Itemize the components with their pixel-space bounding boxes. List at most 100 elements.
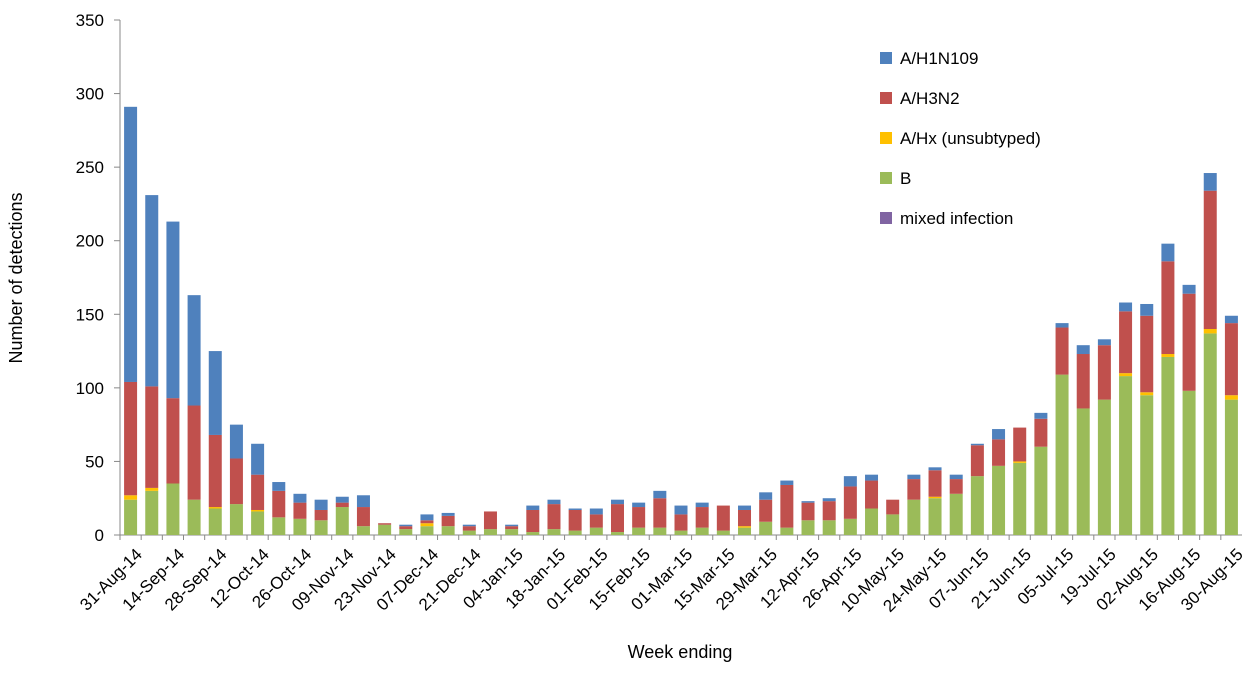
x-axis-title: Week ending bbox=[628, 642, 733, 662]
bar-segment bbox=[1140, 303, 1154, 316]
bar-segment bbox=[674, 530, 688, 535]
bar-segment bbox=[229, 458, 243, 505]
bar-segment bbox=[462, 526, 476, 531]
bar-segment bbox=[610, 499, 624, 505]
legend-label: mixed infection bbox=[900, 209, 1013, 228]
bar-segment bbox=[632, 502, 646, 508]
y-tick-label: 0 bbox=[95, 526, 104, 545]
bar-segment bbox=[653, 498, 667, 528]
bar-segment bbox=[314, 499, 328, 510]
bar-segment bbox=[1076, 354, 1090, 409]
bar-segment bbox=[1161, 243, 1175, 262]
bar-segment bbox=[738, 505, 752, 510]
bar-segment bbox=[187, 405, 201, 500]
bar-segment bbox=[822, 501, 836, 521]
bar-segment bbox=[272, 490, 286, 518]
bar-segment bbox=[1119, 302, 1133, 312]
bar-segment bbox=[208, 507, 222, 509]
bar-segment bbox=[759, 499, 773, 522]
bar-segment bbox=[335, 502, 349, 508]
bar-segment bbox=[272, 517, 286, 535]
bar-segment bbox=[166, 398, 180, 484]
bar-segment bbox=[166, 221, 180, 399]
bar-segment bbox=[928, 496, 942, 499]
bar-segment bbox=[441, 515, 455, 527]
bar-segment bbox=[780, 527, 794, 535]
bar-segment bbox=[1140, 315, 1154, 393]
bar-segment bbox=[293, 502, 307, 519]
bar-segment bbox=[886, 514, 900, 535]
bar-segment bbox=[589, 527, 603, 535]
bar-segment bbox=[526, 509, 540, 533]
bar-segment bbox=[1203, 173, 1217, 191]
bar-segment bbox=[145, 386, 159, 488]
bar-segment bbox=[992, 439, 1006, 466]
bar-segment bbox=[187, 499, 201, 535]
y-tick-label: 200 bbox=[76, 232, 104, 251]
bar-segment bbox=[759, 492, 773, 500]
bar-segment bbox=[335, 507, 349, 535]
bar-segment bbox=[1224, 315, 1238, 324]
bar-segment bbox=[420, 520, 434, 524]
bar-segment bbox=[674, 514, 688, 531]
bar-segment bbox=[1055, 374, 1069, 535]
bar-segment bbox=[1140, 395, 1154, 535]
bar-segment bbox=[547, 499, 561, 505]
bar-segment bbox=[399, 529, 413, 535]
bar-segment bbox=[1013, 461, 1027, 463]
bar-segment bbox=[1203, 190, 1217, 329]
bar-segment bbox=[547, 504, 561, 530]
bar-segment bbox=[949, 474, 963, 480]
bar-segment bbox=[1161, 354, 1175, 357]
bar-segment bbox=[1203, 333, 1217, 535]
bar-segment bbox=[420, 526, 434, 535]
bar-segment bbox=[1182, 284, 1196, 294]
y-tick-label: 150 bbox=[76, 305, 104, 324]
bar-segment bbox=[356, 507, 370, 527]
bar-segment bbox=[420, 514, 434, 521]
bar-segment bbox=[251, 511, 265, 535]
bar-segment bbox=[738, 526, 752, 528]
legend-label: B bbox=[900, 169, 911, 188]
bar-segment bbox=[843, 518, 857, 535]
bar-segment bbox=[949, 493, 963, 535]
bar-segment bbox=[399, 526, 413, 530]
bar-segment bbox=[928, 467, 942, 471]
bar-segment bbox=[589, 514, 603, 528]
bar-segment bbox=[568, 530, 582, 535]
bar-segment bbox=[610, 504, 624, 533]
bar-segment bbox=[1097, 345, 1111, 400]
bar-segment bbox=[229, 424, 243, 459]
bar-segment bbox=[716, 505, 730, 531]
bar-segment bbox=[335, 496, 349, 503]
bar-segment bbox=[1034, 446, 1048, 535]
bar-segment bbox=[441, 526, 455, 535]
bar-segment bbox=[928, 498, 942, 535]
bar-segment bbox=[1055, 323, 1069, 328]
bar-segment bbox=[865, 480, 879, 509]
bar-segment bbox=[1119, 311, 1133, 374]
bar-segment bbox=[738, 527, 752, 535]
bar-segment bbox=[145, 487, 159, 491]
bar-segment bbox=[505, 524, 519, 527]
bar-segment bbox=[992, 465, 1006, 535]
bar-segment bbox=[378, 524, 392, 535]
bar-segment bbox=[208, 508, 222, 535]
bar-segment bbox=[378, 523, 392, 525]
bar-segment bbox=[145, 195, 159, 387]
bar-segment bbox=[356, 526, 370, 535]
bar-segment bbox=[1182, 293, 1196, 391]
bar-segment bbox=[441, 512, 455, 516]
bar-segment bbox=[1034, 418, 1048, 447]
bar-segment bbox=[293, 518, 307, 535]
bar-segment bbox=[865, 508, 879, 535]
bar-segment bbox=[801, 502, 815, 521]
bar-segment bbox=[229, 504, 243, 535]
bar-segment bbox=[843, 486, 857, 519]
bar-segment bbox=[907, 474, 921, 480]
bar-segment bbox=[907, 499, 921, 535]
bar-segment bbox=[1055, 327, 1069, 375]
bar-segment bbox=[208, 351, 222, 435]
y-tick-label: 100 bbox=[76, 379, 104, 398]
